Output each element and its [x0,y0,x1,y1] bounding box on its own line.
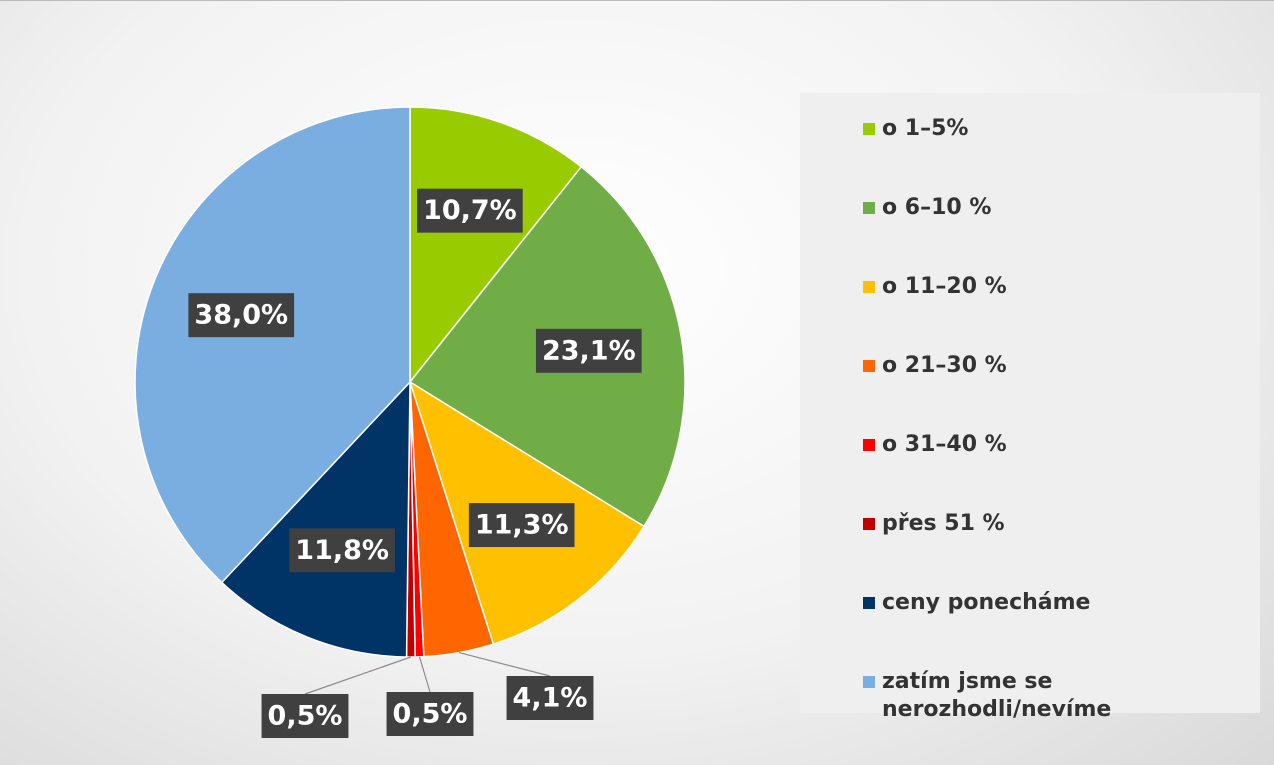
data-label-box [417,188,523,233]
data-label-text: 0,5% [393,699,468,730]
data-label-text: 0,5% [268,701,343,732]
legend-label: ceny ponecháme [882,590,1091,615]
pie-slice [409,106,583,385]
data-label-text: 23,1% [542,335,636,366]
data-label-box [188,293,295,338]
legend-item: o 1–5% [863,115,1260,194]
data-label-box [289,528,395,573]
data-label: 0,5% [386,692,474,736]
legend-swatch [863,123,875,135]
data-label-box [468,503,575,548]
data-label: 10,7% [417,188,523,233]
legend-item: o 21–30 % [863,352,1260,431]
legend-swatch [863,518,875,530]
legend-label: o 11–20 % [882,274,1007,299]
legend-item: o 6–10 % [863,194,1260,273]
data-label: 11,3% [468,503,575,548]
legend-swatch [863,281,875,293]
legend-item: přes 51 % [863,510,1260,589]
pie-slice [220,380,411,658]
data-label-text: 10,7% [423,195,517,226]
leader-line [418,656,431,693]
legend-label: o 1–5% [882,116,969,141]
legend-swatch [863,597,875,609]
legend-item: o 31–40 % [863,431,1260,510]
legend-swatch [863,676,875,688]
data-label-box [386,692,474,736]
data-label-text: 38,0% [194,300,288,331]
legend-swatch [863,202,875,214]
data-label: 23,1% [535,328,642,373]
data-label: 38,0% [188,293,295,338]
legend-label: o 21–30 % [882,353,1007,378]
legend-swatch [863,439,875,451]
legend-item: zatím jsme se nerozhodli/nevíme [863,668,1260,747]
data-label-text: 4,1% [513,683,588,714]
data-label-box [506,676,594,720]
data-label-text: 11,8% [295,535,389,566]
leader-line [304,656,412,695]
leader-line [458,652,551,677]
legend-swatch [863,360,875,372]
data-label: 11,8% [289,528,395,573]
legend-label: zatím jsme se nerozhodli/nevíme [882,669,1112,722]
legend-item: o 11–20 % [863,273,1260,352]
legend: o 1–5% o 6–10 % o 11–20 % o 21–30 % o 31–40 … [800,93,1260,722]
data-label-box [535,328,642,373]
pie-slice [134,106,411,584]
legend-label: přes 51 % [882,511,1005,536]
data-label-box [261,694,349,738]
legend-item: ceny ponecháme [863,589,1260,668]
legend-label: o 6–10 % [882,195,992,220]
data-label-text: 11,3% [475,510,569,541]
legend-label: o 31–40 % [882,432,1007,457]
data-label: 0,5% [261,694,349,738]
data-label: 4,1% [506,676,594,720]
